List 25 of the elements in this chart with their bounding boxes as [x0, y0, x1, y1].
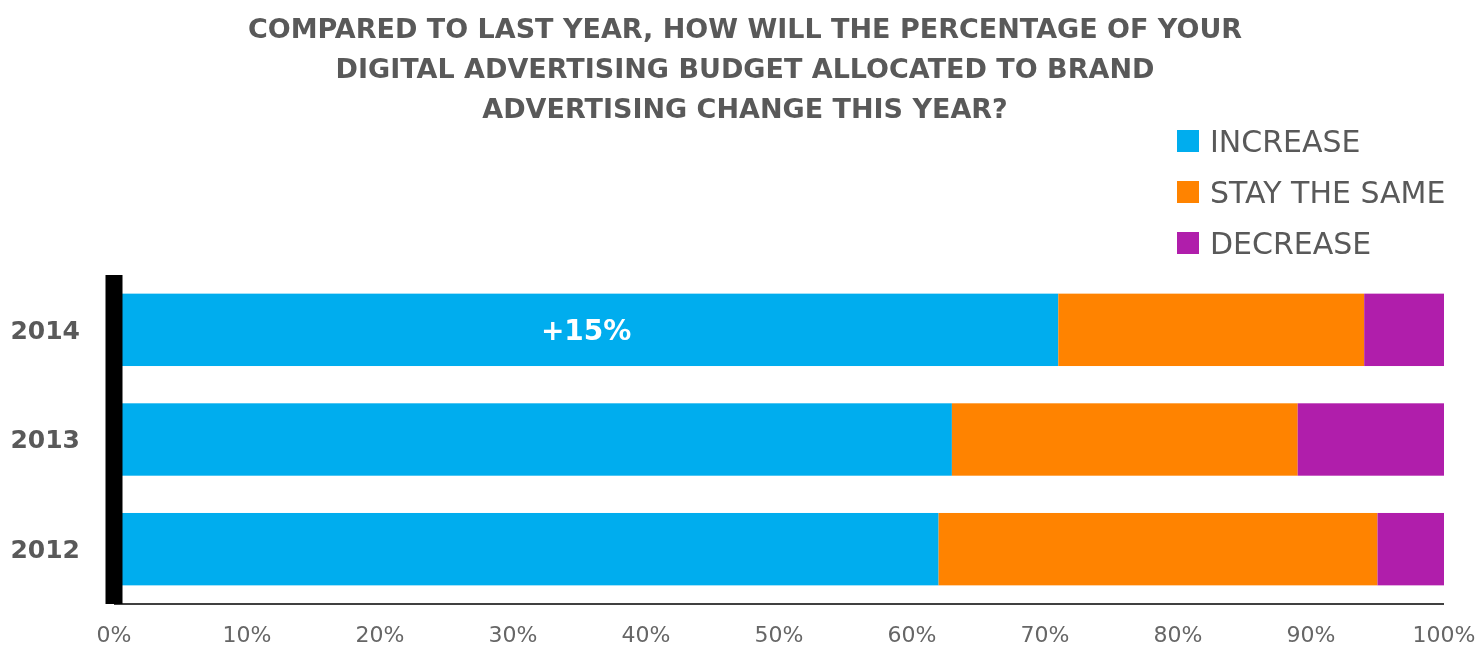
bar — [1297, 403, 1444, 476]
chart-title: COMPARED TO LAST YEAR, HOW WILL THE PERCENTAGE OF YOUR DIGITAL ADVERTISING BUDGET ALLOCATED TO BRAND ADVERTISING CHANGE THIS YEAR? — [247, 13, 1243, 124]
x-tick-label: 80% — [1153, 622, 1203, 647]
x-tick-label: 100% — [1412, 622, 1476, 647]
annotation: +15% — [540, 313, 632, 347]
legend-label: STAY THE SAME — [1210, 174, 1446, 210]
x-tick-label: 10% — [222, 622, 272, 647]
bar — [938, 512, 1378, 586]
bar — [1364, 293, 1444, 367]
x-tick-label: 70% — [1020, 622, 1070, 647]
x-tick-label: 90% — [1286, 622, 1336, 647]
x-tick-label: 40% — [621, 622, 671, 647]
y-tick-label: 2012 — [10, 534, 80, 564]
legend-label: INCREASE — [1210, 123, 1361, 159]
y-tick-label: 2014 — [10, 315, 80, 345]
y-tick-label: 2013 — [10, 425, 80, 455]
bar — [951, 403, 1298, 476]
legend-label: DECREASE — [1210, 225, 1372, 261]
bar — [1058, 293, 1365, 367]
bar — [1377, 512, 1444, 586]
x-tick-label: 20% — [355, 622, 405, 647]
x-tick-label: 60% — [887, 622, 937, 647]
x-tick-label: 0% — [96, 622, 132, 647]
x-tick-label: 30% — [488, 622, 538, 647]
x-tick-label: 50% — [754, 622, 804, 647]
